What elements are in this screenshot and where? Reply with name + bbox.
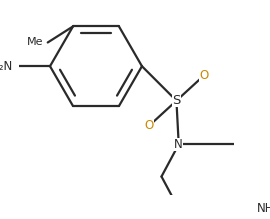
Text: O: O [144, 120, 153, 132]
Text: Me: Me [27, 37, 43, 48]
Text: H₂N: H₂N [0, 60, 13, 73]
Text: N: N [174, 138, 183, 151]
Text: O: O [199, 69, 209, 82]
Text: NH: NH [257, 202, 270, 215]
Text: S: S [172, 94, 181, 107]
